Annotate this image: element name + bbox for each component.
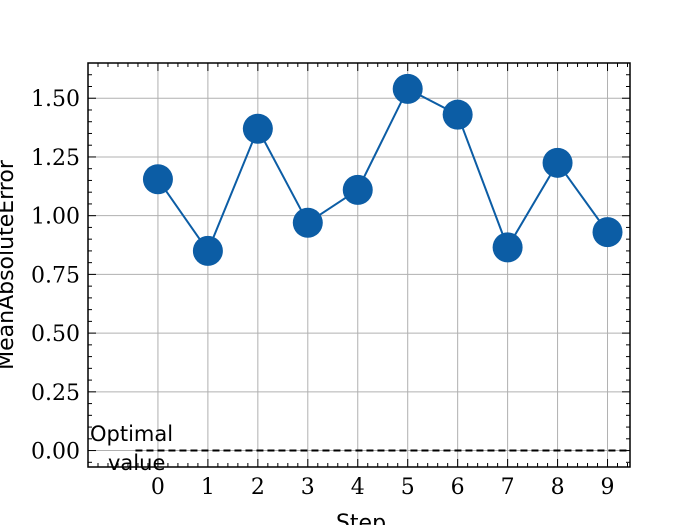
x-tick-label: 5 [401,475,415,500]
x-tick-label: 0 [151,475,165,500]
series-group [142,73,623,266]
x-tick-label: 3 [301,475,315,500]
axes: 0 1 2 3 4 5 6 7 8 9 0.00 0.25 0.50 0.75 1.00 1.25 1.50 [31,62,631,500]
y-tick-label: 1.25 [31,146,80,171]
data-point [542,147,573,178]
data-point [342,174,373,205]
data-point [192,235,223,266]
x-tick-label: 7 [501,475,515,500]
x-tick-label: 4 [351,475,365,500]
grid [88,63,630,467]
y-axis-label: MeanAbsoluteError [0,159,19,370]
x-tick-label: 2 [251,475,265,500]
series-line [157,87,609,253]
y-tick-label: 0.00 [31,440,80,465]
x-axis-label: Step [336,511,386,525]
x-tick-label: 8 [551,475,565,500]
data-point [492,232,523,263]
data-point [142,164,173,195]
plot-frame [87,62,631,468]
y-tick-label: 1.50 [31,87,80,112]
x-tick-label: 6 [451,475,465,500]
annotation-optimal: Optimal [90,422,173,446]
data-point [242,113,273,144]
data-point [592,217,623,248]
y-tick-label: 0.75 [31,263,80,288]
x-tick-label: 1 [201,475,215,500]
y-tick-label: 0.50 [31,322,80,347]
annotation-value: value [108,451,165,475]
labels: Optimal value Step MeanAbsoluteError [0,159,386,525]
y-tick-label: 0.25 [31,381,80,406]
data-point [442,99,473,130]
x-tick-label: 9 [601,475,615,500]
data-point [392,73,423,104]
y-tick-label: 1.00 [31,205,80,230]
data-point [292,207,323,238]
